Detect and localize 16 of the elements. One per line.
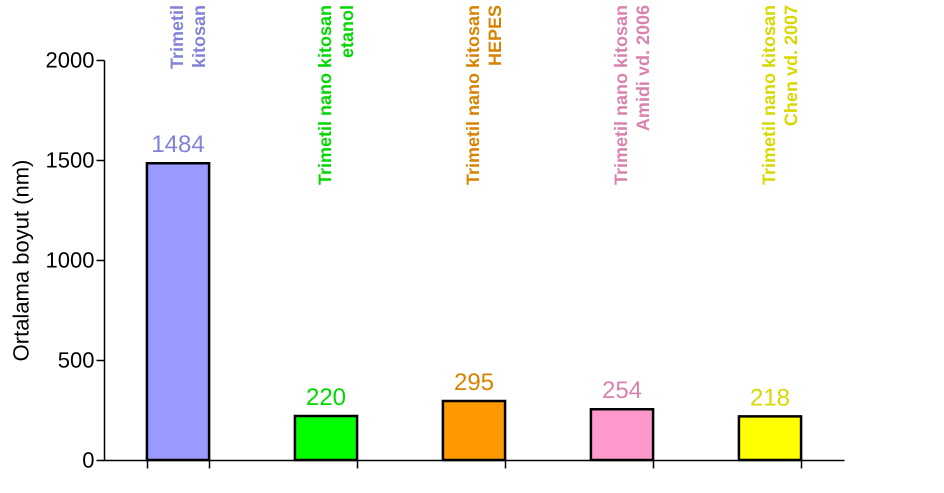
data-label: 295 — [454, 369, 494, 396]
x-tick-label: Trimetil nano kitosan HEPES — [463, 5, 505, 186]
data-label: 1484 — [151, 131, 205, 158]
y-tick-label: 2000 — [46, 48, 94, 72]
data-label: 254 — [602, 377, 642, 404]
data-label: 218 — [750, 384, 790, 412]
y-tick-label: 1000 — [46, 248, 94, 272]
x-tick-label: Trimetil nano kitosan Amidi vd. 2006 — [611, 5, 653, 186]
x-tick-label: Trimetil nano kitosan etanol — [315, 5, 357, 186]
x-tick-label: Trimetil kitosan — [167, 5, 209, 70]
y-tick-label: 1500 — [46, 148, 94, 172]
y-axis-title: Ortalama boyut (nm) — [8, 160, 34, 362]
y-tick-label: 500 — [58, 348, 94, 372]
data-label: 220 — [306, 384, 346, 411]
y-tick-label: 0 — [82, 448, 94, 472]
x-tick-label: Trimetil nano kitosan Chen vd. 2007 — [759, 5, 801, 186]
